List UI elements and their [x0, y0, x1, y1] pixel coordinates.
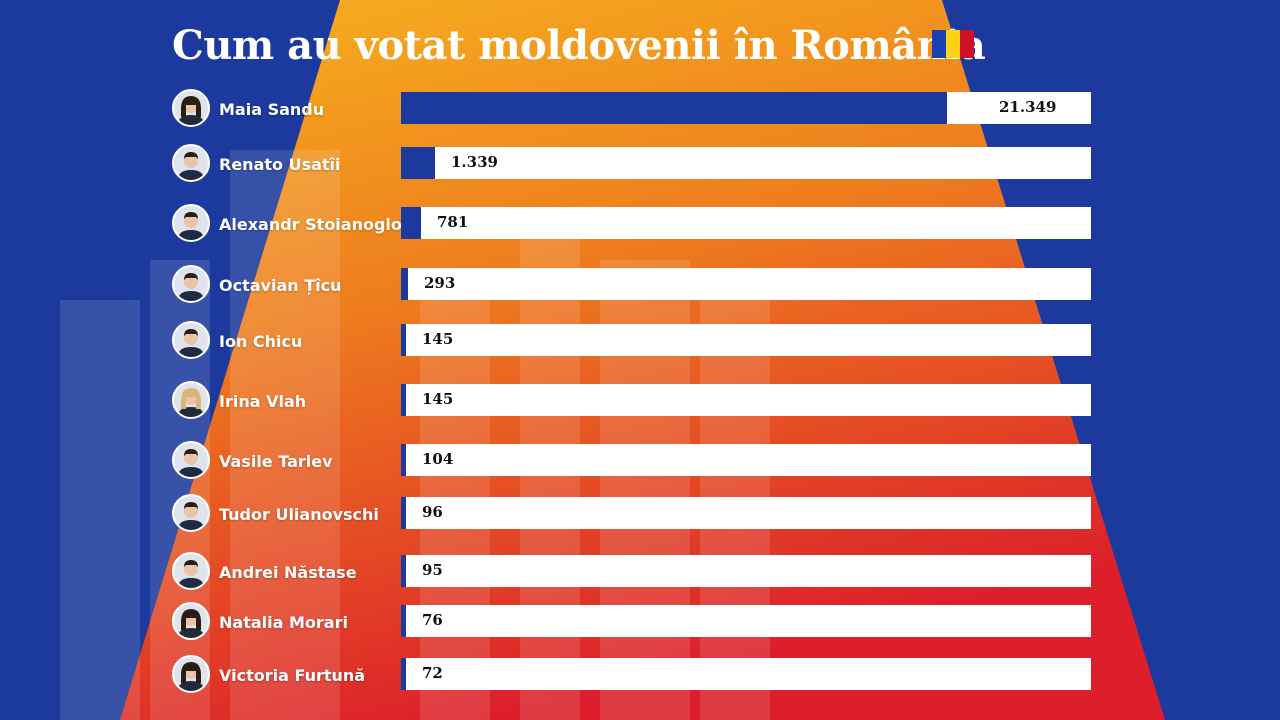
bar-track: 95 [401, 555, 1091, 587]
bar-track: 293 [401, 268, 1091, 300]
bar-row: Andrei Năstase 95 [0, 552, 1280, 599]
bar-row: Victoria Furtună 72 [0, 655, 1280, 702]
data-label: 96 [422, 503, 443, 521]
bar [401, 605, 406, 637]
category-label: Natalia Morari [219, 613, 348, 632]
bar-track: 781 [401, 207, 1091, 239]
bar [401, 384, 406, 416]
bar-row: Renato Usatîi 1.339 [0, 144, 1280, 191]
candidate-avatar [172, 144, 210, 182]
category-label: Tudor Ulianovschi [219, 505, 379, 524]
flag-stripe-yellow [946, 30, 960, 58]
bar-row: Maia Sandu 21.349 [0, 89, 1280, 136]
candidate-avatar [172, 441, 210, 479]
bar-row: Natalia Morari 76 [0, 602, 1280, 649]
bar-track: 76 [401, 605, 1091, 637]
bar-track: 104 [401, 444, 1091, 476]
candidate-avatar [172, 655, 210, 693]
bar-row: Vasile Tarlev 104 [0, 441, 1280, 488]
data-label: 145 [422, 390, 454, 408]
bar [401, 555, 406, 587]
data-label: 104 [422, 450, 454, 468]
bar-track: 145 [401, 384, 1091, 416]
romania-flag-icon [932, 30, 974, 58]
bar [401, 147, 435, 179]
category-label: Maia Sandu [219, 100, 325, 119]
data-label: 293 [424, 274, 456, 292]
category-label: Victoria Furtună [219, 666, 366, 685]
category-label: Vasile Tarlev [219, 452, 333, 471]
candidate-avatar [172, 552, 210, 590]
candidate-avatar [172, 494, 210, 532]
flag-stripe-red [960, 30, 974, 58]
chart-title: Cum au votat moldovenii în România [172, 22, 986, 69]
candidate-avatar [172, 381, 210, 419]
bar-track: 72 [401, 658, 1091, 690]
category-label: Renato Usatîi [219, 155, 341, 174]
bar-track: 145 [401, 324, 1091, 356]
candidate-avatar [172, 602, 210, 640]
category-label: Irina Vlah [219, 392, 307, 411]
candidate-avatar [172, 89, 210, 127]
bar [401, 268, 408, 300]
candidate-avatar [172, 265, 210, 303]
bar [401, 324, 406, 356]
bar-row: Alexandr Stoianoglo 781 [0, 204, 1280, 251]
flag-stripe-blue [932, 30, 946, 58]
category-label: Ion Chicu [219, 332, 303, 351]
category-label: Alexandr Stoianoglo [219, 215, 402, 234]
candidate-avatar [172, 204, 210, 242]
data-label: 95 [422, 561, 443, 579]
bar-row: Octavian Țîcu 293 [0, 265, 1280, 312]
bar-row: Irina Vlah 145 [0, 381, 1280, 428]
bar-track: 96 [401, 497, 1091, 529]
bar [401, 658, 406, 690]
candidate-avatar [172, 321, 210, 359]
data-label: 145 [422, 330, 454, 348]
category-label: Andrei Năstase [219, 563, 357, 582]
bar-track: 1.339 [401, 147, 1091, 179]
bar-track: 21.349 [401, 92, 1091, 124]
bar-row: Tudor Ulianovschi 96 [0, 494, 1280, 541]
data-label: 781 [437, 213, 469, 231]
bar [401, 207, 421, 239]
bar [401, 444, 406, 476]
bar [401, 92, 947, 124]
data-label: 1.339 [451, 153, 498, 171]
data-label: 72 [422, 664, 443, 682]
data-label: 76 [422, 611, 443, 629]
bar-row: Ion Chicu 145 [0, 321, 1280, 368]
category-label: Octavian Țîcu [219, 276, 342, 295]
bar [401, 497, 406, 529]
data-label: 21.349 [999, 98, 1057, 116]
